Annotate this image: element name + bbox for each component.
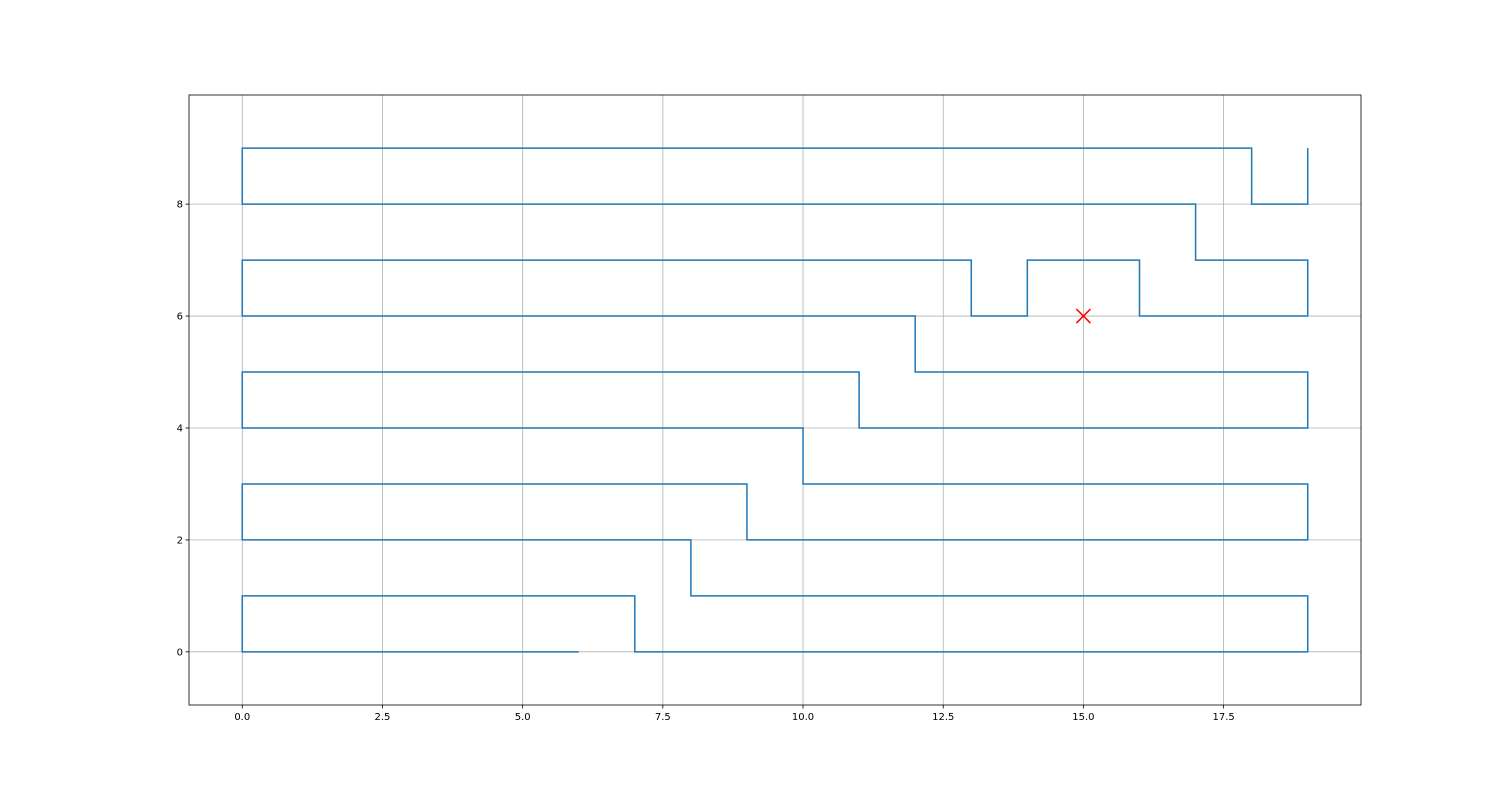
series-line-0	[241, 147, 1309, 653]
y-tick-label-0: 0	[177, 647, 183, 658]
series-layer	[241, 147, 1309, 653]
x-marker-stroke-b	[1075, 308, 1091, 324]
grid-layer	[189, 95, 1361, 705]
x-axis: 0.0 2.5 5.0 7.5 10.0 12.5 15.0 17.5	[234, 705, 1235, 723]
y-axis: 0 2 4 6 8	[177, 200, 189, 658]
plot-frame	[188, 94, 1362, 706]
x-tick-label-0: 0.0	[234, 712, 250, 723]
x-tick-label-7: 17.5	[1212, 712, 1234, 723]
x-tick-label-2: 5.0	[515, 712, 531, 723]
y-tick-label-2: 4	[177, 423, 183, 434]
x-tick-label-1: 2.5	[375, 712, 391, 723]
x-tick-label-3: 7.5	[655, 712, 671, 723]
x-tick-label-5: 12.5	[932, 712, 954, 723]
x-tick-label-4: 10.0	[792, 712, 814, 723]
y-tick-label-4: 8	[177, 200, 183, 211]
y-tick-label-1: 2	[177, 535, 183, 546]
y-tick-label-3: 6	[177, 312, 183, 323]
x-marker-0	[1075, 308, 1091, 324]
x-tick-label-6: 15.0	[1072, 712, 1094, 723]
marker-layer	[1075, 308, 1091, 324]
